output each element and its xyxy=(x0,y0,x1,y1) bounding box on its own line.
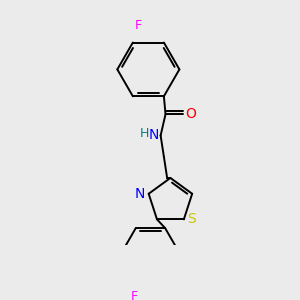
Text: F: F xyxy=(130,290,138,300)
Text: N: N xyxy=(148,128,159,142)
Text: O: O xyxy=(185,107,196,121)
Text: F: F xyxy=(135,19,142,32)
Text: S: S xyxy=(187,212,196,226)
Text: H: H xyxy=(140,128,149,140)
Text: N: N xyxy=(135,187,146,201)
